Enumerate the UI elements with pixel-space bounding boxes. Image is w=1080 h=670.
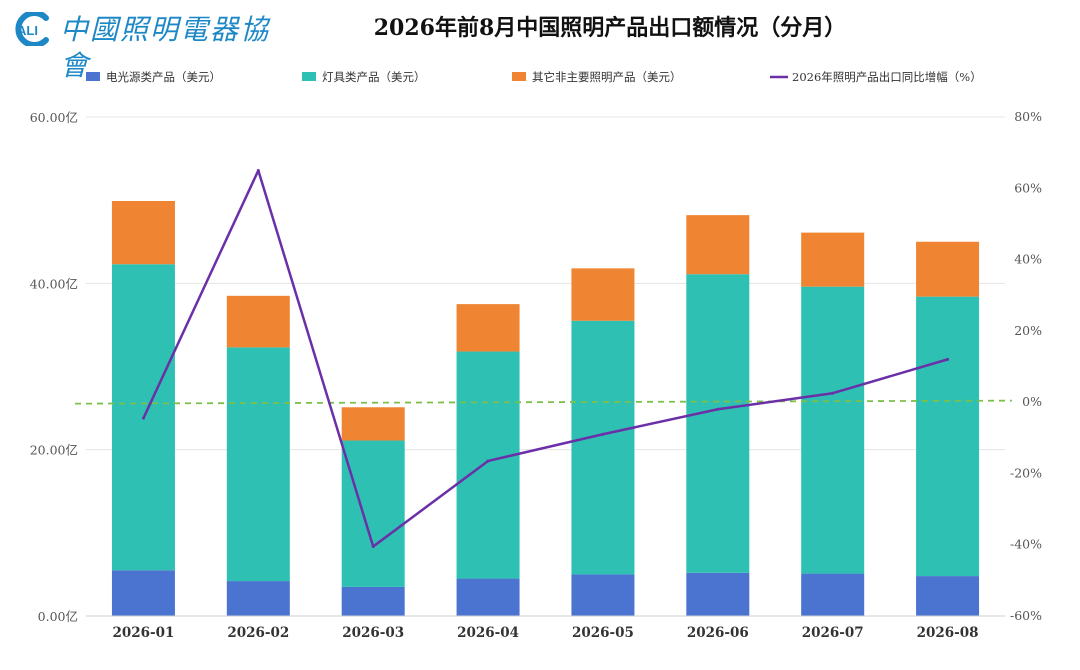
logo-text: 中國照明電器協會 bbox=[60, 13, 271, 82]
bar-2026-08-s3 bbox=[916, 241, 980, 297]
right-axis-tick: 60% bbox=[1014, 180, 1042, 195]
gridlines bbox=[86, 116, 1005, 617]
right-axis-tick: 80% bbox=[1014, 109, 1042, 124]
legend-label-4: 2026年照明产品出口同比增幅（%） bbox=[792, 70, 982, 84]
right-axis-tick: 20% bbox=[1014, 323, 1042, 338]
legend-swatch-3 bbox=[512, 72, 526, 81]
bars bbox=[111, 200, 980, 616]
bar-2026-01-s3 bbox=[111, 200, 175, 265]
yoy-point-2026-05 bbox=[601, 432, 605, 436]
x-axis-tick: 2026-01 bbox=[112, 625, 174, 641]
right-axis-tick: -60% bbox=[1010, 608, 1042, 623]
bar-2026-02-s1 bbox=[226, 581, 290, 616]
chart-title: 2026年前8月中国照明产品出口额情况（分月） bbox=[373, 15, 847, 41]
bar-2026-01-s1 bbox=[111, 570, 175, 616]
yoy-point-2026-07 bbox=[831, 391, 835, 395]
zero-dashed-line bbox=[74, 399, 1013, 405]
yoy-point-2026-01 bbox=[141, 416, 145, 420]
bar-2026-04-s2 bbox=[456, 351, 520, 579]
yoy-point-2026-03 bbox=[371, 544, 375, 548]
x-axis-tick: 2026-06 bbox=[687, 625, 749, 641]
bar-2026-02-s2 bbox=[226, 347, 290, 582]
x-axis-tick: 2026-05 bbox=[572, 625, 634, 641]
right-axis-tick: 40% bbox=[1014, 252, 1042, 267]
x-axis-tick: 2026-02 bbox=[227, 625, 289, 641]
legend-swatch-1 bbox=[86, 72, 100, 81]
left-axis-tick: 0.00亿 bbox=[38, 609, 78, 624]
bar-2026-02-s3 bbox=[226, 295, 290, 348]
bar-2026-03-s1 bbox=[341, 586, 405, 616]
bar-2026-04-s1 bbox=[456, 578, 520, 616]
bar-2026-06-s2 bbox=[686, 274, 750, 573]
x-axis-tick: 2026-08 bbox=[917, 625, 979, 641]
bar-2026-08-s1 bbox=[916, 576, 980, 616]
right-axis-tick: 0% bbox=[1022, 394, 1042, 409]
legend-label-2: 灯具类产品（美元） bbox=[322, 70, 426, 84]
bar-2026-04-s3 bbox=[456, 304, 520, 352]
zero-reference-line bbox=[74, 399, 1013, 405]
legend-label-3: 其它非主要照明产品（美元） bbox=[532, 70, 682, 84]
bar-2026-08-s2 bbox=[916, 296, 980, 577]
left-axis-tick: 20.00亿 bbox=[30, 443, 78, 458]
legend-label-1: 电光源类产品（美元） bbox=[106, 70, 221, 84]
yoy-point-2026-02 bbox=[256, 168, 260, 172]
yoy-point-2026-08 bbox=[946, 357, 950, 361]
bar-2026-03-s2 bbox=[341, 440, 405, 587]
bar-2026-05-s3 bbox=[571, 268, 635, 321]
legend-swatch-2 bbox=[302, 72, 316, 81]
right-axis-tick: -40% bbox=[1010, 537, 1042, 552]
bar-2026-05-s1 bbox=[571, 574, 635, 616]
yoy-point-2026-06 bbox=[716, 407, 720, 411]
bar-2026-06-s1 bbox=[686, 572, 750, 616]
bar-2026-03-s3 bbox=[341, 407, 405, 441]
cali-logo: ALI 中國照明電器協會 bbox=[6, 10, 296, 82]
yoy-polyline bbox=[142, 169, 948, 548]
logo-badge-text: ALI bbox=[17, 23, 38, 38]
bar-2026-07-s1 bbox=[801, 573, 865, 616]
left-axis-tick: 40.00亿 bbox=[30, 276, 78, 291]
yoy-point-2026-04 bbox=[486, 459, 490, 463]
left-axis-tick: 60.00亿 bbox=[30, 110, 78, 125]
bar-2026-07-s2 bbox=[801, 286, 865, 574]
axes: 0.00亿 20.00亿 40.00亿 60.00亿 -60% -40% -20% 0% 20%… bbox=[30, 109, 1042, 641]
x-axis-tick: 2026-04 bbox=[457, 625, 519, 641]
cali-logo-icon: ALI bbox=[15, 12, 49, 46]
bar-2026-07-s3 bbox=[801, 232, 865, 287]
x-axis-tick: 2026-03 bbox=[342, 625, 404, 641]
x-axis-tick: 2026-07 bbox=[802, 625, 864, 641]
header: ALI 中國照明電器協會 2026年前8月中国照明产品出口额情况（分月） bbox=[0, 0, 1080, 82]
yoy-line bbox=[141, 168, 950, 548]
bar-2026-06-s3 bbox=[686, 215, 750, 275]
right-axis-tick: -20% bbox=[1010, 465, 1042, 480]
legend: 电光源类产品（美元） 灯具类产品（美元） 其它非主要照明产品（美元） 2026年照明产… bbox=[86, 70, 982, 84]
bar-2026-05-s2 bbox=[571, 320, 635, 575]
